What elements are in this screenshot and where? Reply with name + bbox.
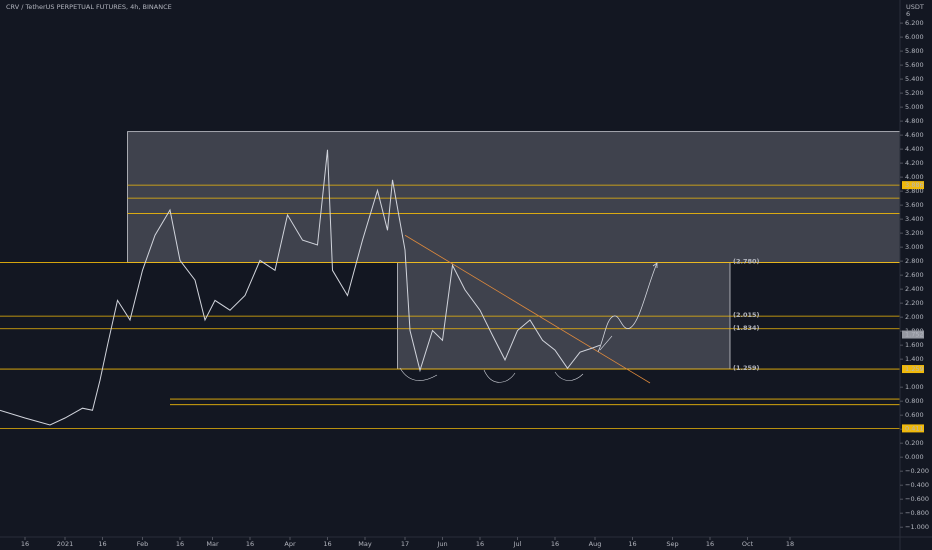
x-tick-label: Jul <box>513 540 522 548</box>
y-tick-label: 5.800 <box>905 47 924 55</box>
y-tick-label: 0.800 <box>905 397 924 405</box>
chart-title: CRV / TetherUS PERPETUAL FUTURES, 4h, BI… <box>6 3 172 11</box>
x-tick-label: 16 <box>551 540 559 548</box>
y-tick-label: 2.400 <box>905 285 924 293</box>
x-tick-label: Feb <box>137 540 149 548</box>
y-tick-label: 4.000 <box>905 173 924 181</box>
projection-path <box>597 262 658 353</box>
x-tick-label: 16 <box>706 540 714 548</box>
plot <box>0 131 901 429</box>
y-tick-label: 5.600 <box>905 61 924 69</box>
price-tag <box>902 181 924 190</box>
pattern-arrow <box>599 335 613 351</box>
y-tick-label: 1.000 <box>905 383 924 391</box>
price-tag <box>902 330 924 339</box>
y-tick-label: 0.200 <box>905 439 924 447</box>
x-tick-label: May <box>358 540 372 548</box>
pattern-arc <box>399 367 438 381</box>
x-tick-label: 2021 <box>57 540 74 548</box>
price-tag-label: 3.886 <box>905 181 924 189</box>
y-tick-label: 6.200 <box>905 19 924 27</box>
y-tick-label: −0.600 <box>905 495 929 503</box>
x-tick-label: 16 <box>176 540 184 548</box>
y-tick-label: 2.200 <box>905 299 924 307</box>
y-tick-label: 2.000 <box>905 313 924 321</box>
y-tick-label: 5.400 <box>905 75 924 83</box>
trendline <box>404 234 651 384</box>
level-label: (1.834) <box>733 324 760 332</box>
y-tick-label: 1.600 <box>905 341 924 349</box>
y-tick-label: 4.600 <box>905 131 924 139</box>
x-tick-label: 18 <box>786 540 794 548</box>
y-tick-label: 3.400 <box>905 215 924 223</box>
y-tick-label: 2.800 <box>905 257 924 265</box>
y-tick-label: −1.000 <box>905 523 929 531</box>
y-tick-label: 4.200 <box>905 159 924 167</box>
zone-box <box>127 131 901 263</box>
level-label: (2.780) <box>733 258 760 266</box>
y-tick-label: 5.000 <box>905 103 924 111</box>
y-tick-label: 0.600 <box>905 411 924 419</box>
price-tag <box>902 365 924 374</box>
y-tick-label: 4.400 <box>905 145 924 153</box>
y-tick-label: 5.200 <box>905 89 924 97</box>
x-tick-label: Oct <box>742 540 754 548</box>
y-tick-label: 1.400 <box>905 355 924 363</box>
y-tick-label: 3.000 <box>905 243 924 251</box>
price-tag-label: 0.411 <box>905 424 924 432</box>
price-tag <box>902 424 924 433</box>
y-tick-label: 2.600 <box>905 271 924 279</box>
price-tag-label: 1.752 <box>905 331 924 339</box>
projection-arrow <box>652 262 658 268</box>
price-line <box>0 149 601 426</box>
x-tick-label: Apr <box>284 540 296 548</box>
x-tick-label: Sep <box>666 540 678 548</box>
x-tick-label: Mar <box>206 540 219 548</box>
x-tick-label: Jun <box>436 540 447 548</box>
level-label: (2.015) <box>733 311 760 319</box>
currency: USDT <box>906 3 924 11</box>
pattern-arc <box>483 369 516 383</box>
y-tick-label: 6.000 <box>905 33 924 41</box>
x-tick-label: 16 <box>21 540 29 548</box>
price-tag-label: 1.259 <box>905 365 924 373</box>
x-tick-label: 17 <box>401 540 409 548</box>
y-tick-label: 3.600 <box>905 201 924 209</box>
y-tick-label: −0.200 <box>905 467 929 475</box>
y-tick-label: 0.000 <box>905 453 924 461</box>
price-axis-top: 6 <box>906 10 910 18</box>
level-label: (1.259) <box>733 364 760 372</box>
x-tick-label: 16 <box>98 540 106 548</box>
x-tick-label: 16 <box>246 540 254 548</box>
y-tick-label: 3.800 <box>905 187 924 195</box>
y-tick-label: 4.800 <box>905 117 924 125</box>
x-tick-label: 16 <box>323 540 331 548</box>
y-tick-label: 3.200 <box>905 229 924 237</box>
y-tick-label: −0.800 <box>905 509 929 517</box>
pattern-arc <box>554 371 584 381</box>
x-tick-label: Aug <box>589 540 602 548</box>
y-tick-label: −0.400 <box>905 481 929 489</box>
x-tick-label: 16 <box>476 540 484 548</box>
x-tick-label: 16 <box>628 540 636 548</box>
